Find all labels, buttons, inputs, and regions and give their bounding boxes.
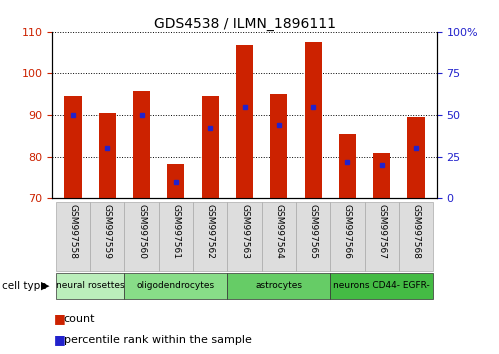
Bar xyxy=(99,113,116,198)
Bar xyxy=(330,273,433,299)
Bar xyxy=(373,153,390,198)
Text: GSM997567: GSM997567 xyxy=(377,204,386,259)
Bar xyxy=(159,202,193,271)
Text: cell type: cell type xyxy=(2,281,47,291)
Text: percentile rank within the sample: percentile rank within the sample xyxy=(64,335,252,345)
Text: ■: ■ xyxy=(54,333,66,346)
Text: GSM997565: GSM997565 xyxy=(308,204,318,259)
Text: GSM997562: GSM997562 xyxy=(206,204,215,259)
Bar xyxy=(365,202,399,271)
Text: oligodendrocytes: oligodendrocytes xyxy=(137,281,215,290)
Bar xyxy=(167,164,185,198)
Bar xyxy=(330,202,365,271)
Bar xyxy=(228,202,261,271)
Text: GSM997559: GSM997559 xyxy=(103,204,112,259)
Bar xyxy=(124,202,159,271)
Text: ■: ■ xyxy=(54,312,66,325)
Text: neurons CD44- EGFR-: neurons CD44- EGFR- xyxy=(333,281,430,290)
Bar xyxy=(339,134,356,198)
Bar xyxy=(261,202,296,271)
Bar xyxy=(56,202,90,271)
Text: GSM997563: GSM997563 xyxy=(240,204,249,259)
Bar xyxy=(296,202,330,271)
Text: GSM997564: GSM997564 xyxy=(274,204,283,259)
Bar xyxy=(408,117,425,198)
Bar xyxy=(90,202,124,271)
Bar xyxy=(193,202,228,271)
Text: GSM997560: GSM997560 xyxy=(137,204,146,259)
Text: count: count xyxy=(64,314,95,324)
Text: GSM997566: GSM997566 xyxy=(343,204,352,259)
Bar xyxy=(133,91,150,198)
Bar xyxy=(124,273,228,299)
Bar xyxy=(304,42,322,198)
Text: GSM997558: GSM997558 xyxy=(68,204,77,259)
Bar xyxy=(64,96,81,198)
Title: GDS4538 / ILMN_1896111: GDS4538 / ILMN_1896111 xyxy=(154,17,335,31)
Bar xyxy=(56,273,124,299)
Text: neural rosettes: neural rosettes xyxy=(56,281,124,290)
Text: GSM997561: GSM997561 xyxy=(171,204,181,259)
Bar xyxy=(270,94,287,198)
Bar xyxy=(228,273,330,299)
Bar xyxy=(399,202,433,271)
Text: ▶: ▶ xyxy=(41,281,50,291)
Text: astrocytes: astrocytes xyxy=(255,281,302,290)
Bar xyxy=(202,96,219,198)
Bar xyxy=(236,45,253,198)
Text: GSM997568: GSM997568 xyxy=(412,204,421,259)
